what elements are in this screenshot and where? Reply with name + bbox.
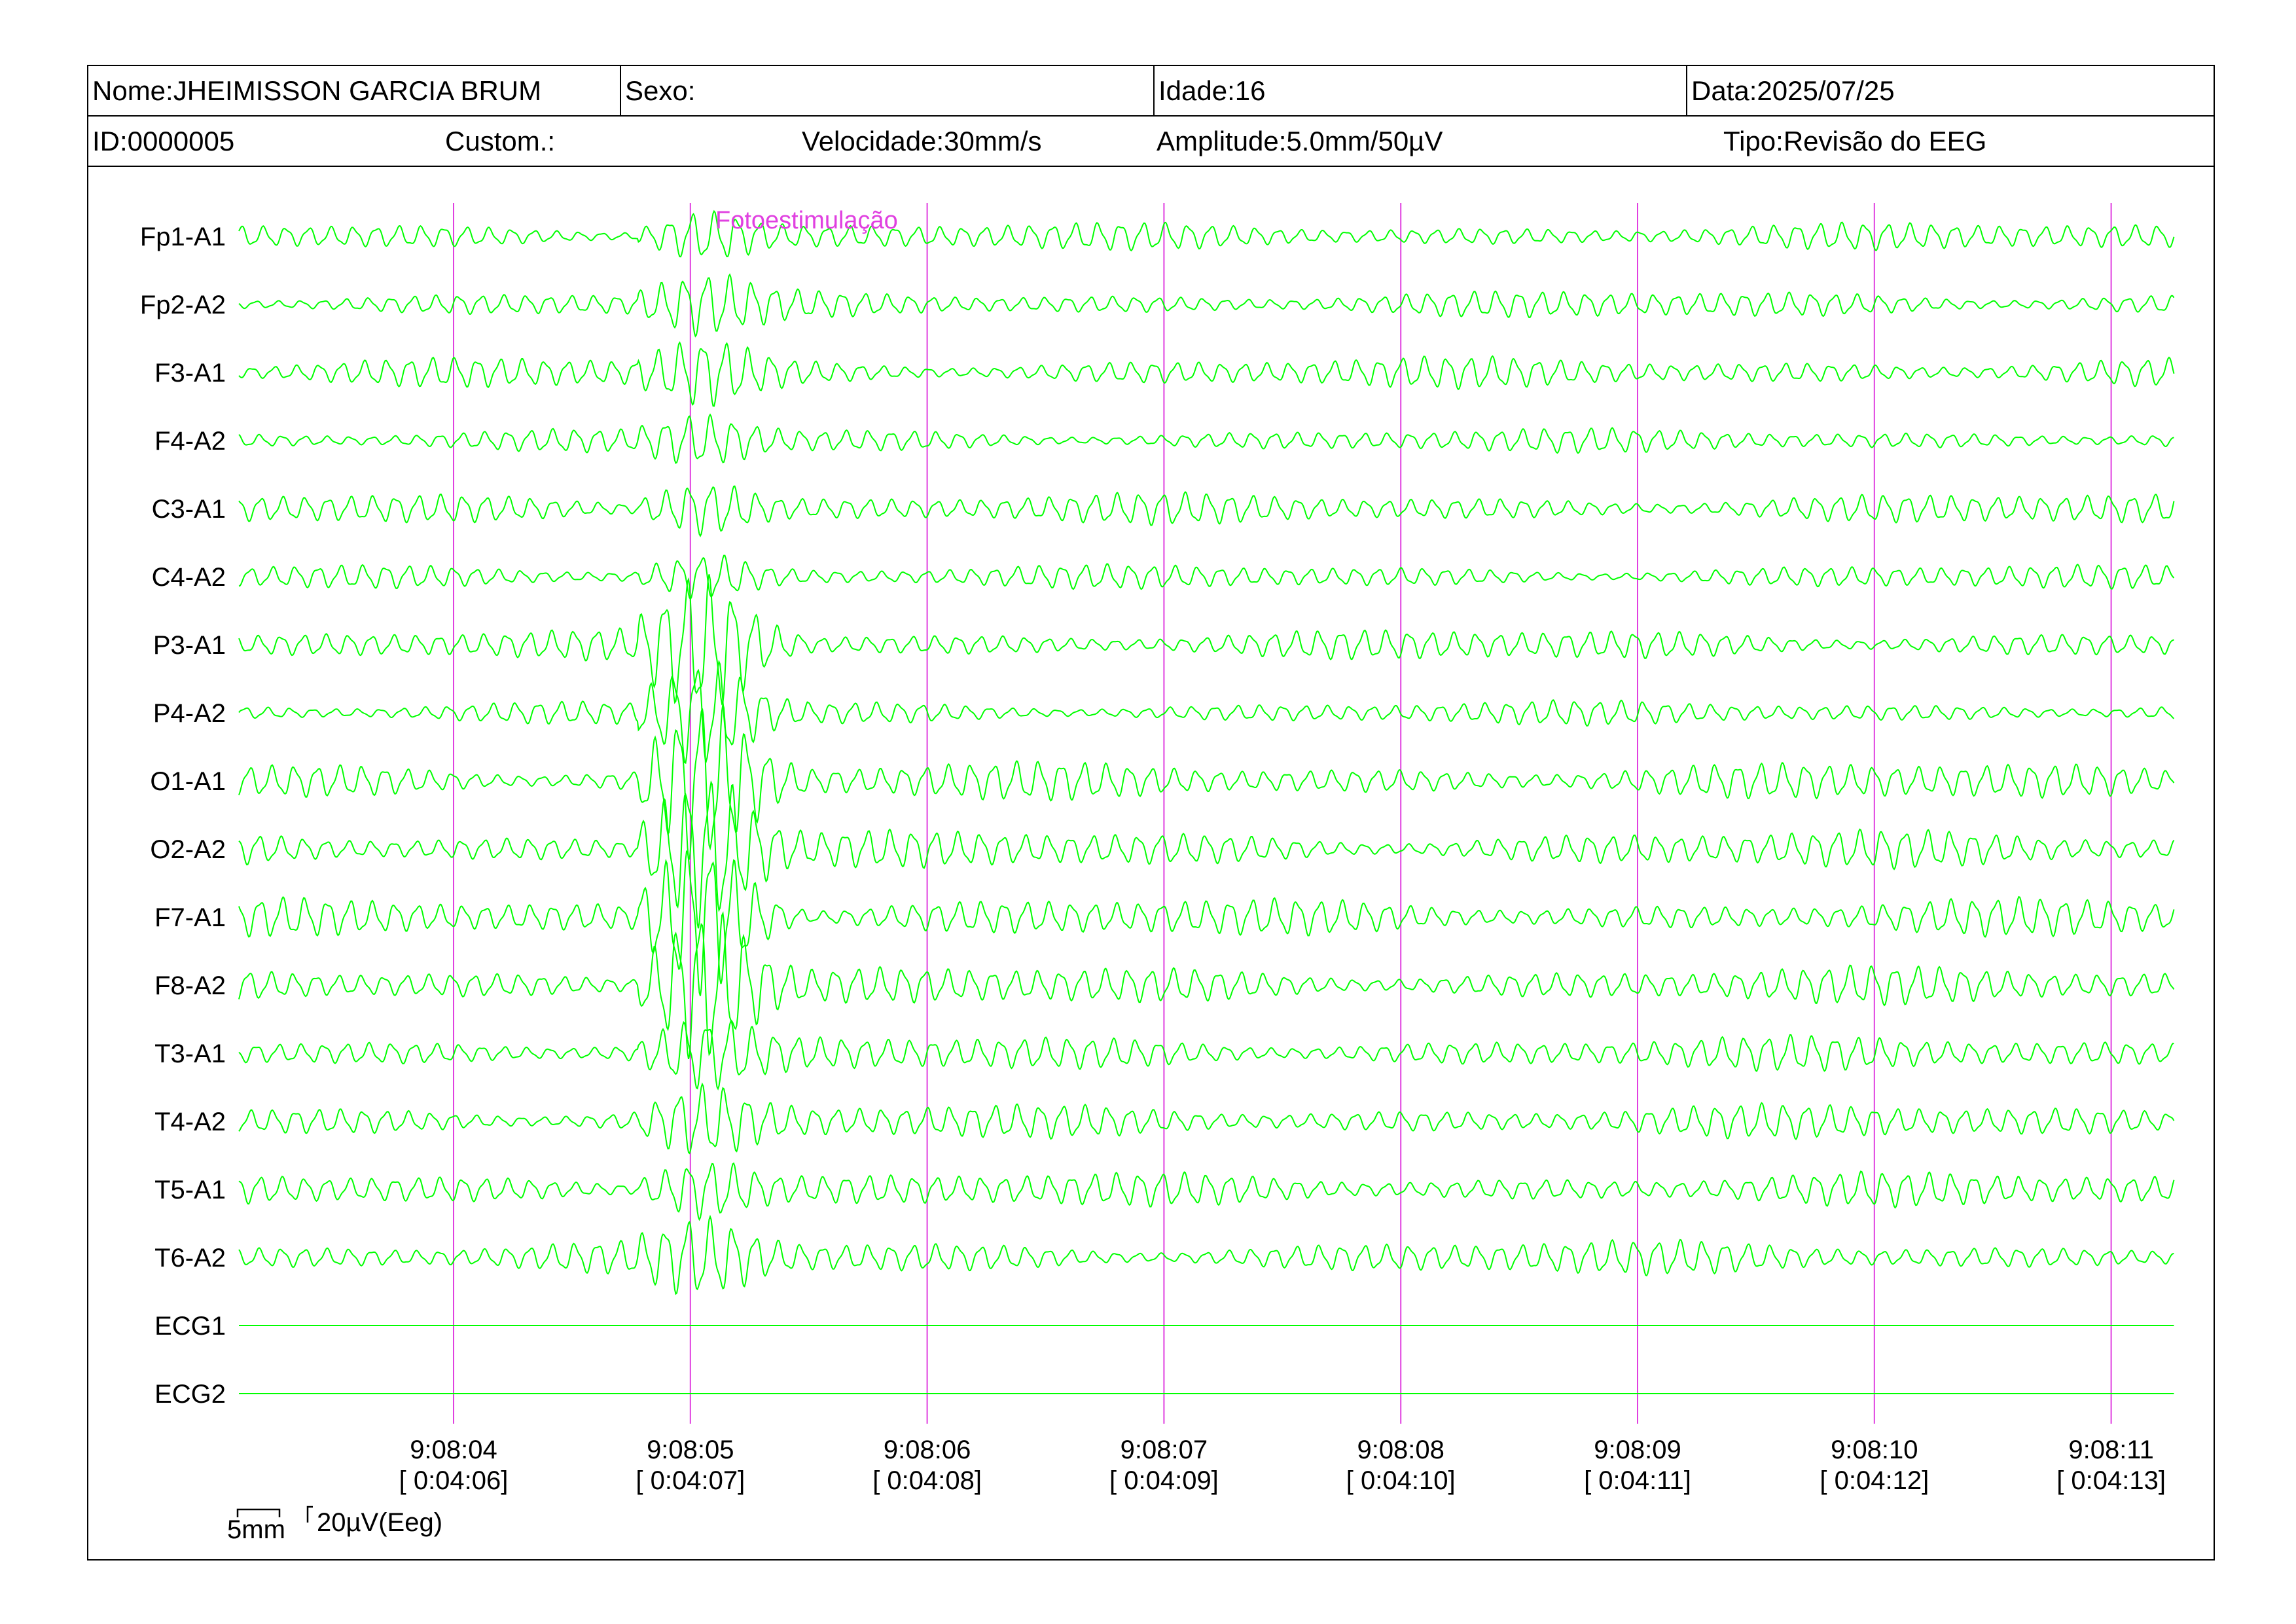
time-tick-clock: 9:08:10: [1831, 1435, 1918, 1464]
time-tick-elapsed: [ 0:04:10]: [1346, 1466, 1456, 1495]
channel-label: P4-A2: [153, 699, 226, 728]
photostim-annotation: Fotoestimulação: [715, 207, 898, 234]
patient-name: Nome:JHEIMISSON GARCIA BRUM: [92, 75, 542, 106]
eeg-traces: [238, 209, 2175, 1394]
eeg-trace-f4-a2: [238, 413, 2174, 464]
custom-field: Custom.:: [445, 126, 556, 156]
eeg-trace-o1-a1: [238, 704, 2175, 860]
eeg-trace-c4-a2: [238, 554, 2175, 600]
channel-label: T5-A1: [154, 1176, 226, 1204]
time-tick-clock: 9:08:05: [647, 1435, 734, 1464]
time-tick-clock: 9:08:08: [1357, 1435, 1444, 1464]
time-axis-labels: 9:08:04[ 0:04:06] 9:08:05[ 0:04:07] 9:08:0…: [399, 1435, 2166, 1495]
exam-date: Data:2025/07/25: [1691, 75, 1895, 106]
eeg-trace-t5-a1: [238, 1162, 2175, 1221]
patient-age: Idade:16: [1158, 75, 1266, 106]
time-tick-elapsed: [ 0:04:12]: [1820, 1466, 1929, 1495]
eeg-trace-t3-a1: [238, 1020, 2174, 1091]
time-tick-clock: 9:08:07: [1121, 1435, 1208, 1464]
time-tick-clock: 9:08:11: [2068, 1435, 2154, 1464]
time-tick-elapsed: [ 0:04:06]: [399, 1466, 509, 1495]
channel-label: C4-A2: [152, 563, 226, 592]
eeg-trace-f7-a1: [238, 850, 2175, 996]
eeg-trace-fp2-a2: [238, 273, 2175, 338]
channel-label: Fp1-A1: [140, 223, 226, 251]
channel-label: C3-A1: [152, 495, 226, 524]
patient-id: ID:0000005: [92, 126, 235, 156]
exam-header-row: ID:0000005 Custom.: Velocidade:30mm/s Am…: [88, 117, 2214, 167]
channel-label: T3-A1: [154, 1039, 226, 1068]
divider: [1686, 66, 1687, 115]
review-type: Tipo:Revisão do EEG: [1723, 126, 1987, 156]
eeg-trace-p3-a1: [238, 574, 2174, 706]
time-tick-elapsed: [ 0:04:08]: [872, 1466, 982, 1495]
time-tick-elapsed: [ 0:04:11]: [1584, 1466, 1691, 1495]
time-tick-elapsed: [ 0:04:13]: [2056, 1466, 2166, 1495]
divider: [620, 66, 621, 115]
voltage-scale-bracket: [306, 1506, 313, 1523]
channel-label: F3-A1: [154, 359, 226, 388]
channel-label: P3-A1: [153, 631, 226, 660]
channel-label: T6-A2: [154, 1244, 226, 1272]
divider: [1153, 66, 1155, 115]
time-markers: [453, 203, 2112, 1424]
time-scale-bracket: [236, 1508, 281, 1517]
channel-label: O2-A2: [150, 835, 226, 864]
eeg-trace-fp1-a1: [238, 209, 2175, 258]
report-frame: Nome:JHEIMISSON GARCIA BRUM Sexo: Idade:…: [87, 65, 2215, 1561]
time-tick-elapsed: [ 0:04:07]: [636, 1466, 745, 1495]
channel-label: F7-A1: [154, 903, 226, 932]
voltage-scale-label: 20µV(Eeg): [317, 1508, 442, 1537]
channel-label: ECG1: [154, 1312, 226, 1341]
eeg-trace-t6-a2: [238, 1214, 2174, 1295]
time-tick-elapsed: [ 0:04:09]: [1109, 1466, 1219, 1495]
amplitude-setting: Amplitude:5.0mm/50µV: [1157, 126, 1443, 156]
eeg-trace-f3-a1: [238, 341, 2175, 407]
channel-label: F4-A2: [154, 427, 226, 456]
eeg-trace-p4-a2: [238, 659, 2175, 765]
channel-label: O1-A1: [150, 767, 226, 796]
eeg-trace-c3-a1: [238, 485, 2175, 537]
time-tick-clock: 9:08:06: [884, 1435, 971, 1464]
time-scale-label: 5mm: [227, 1515, 285, 1544]
patient-sex: Sexo:: [625, 75, 696, 106]
channel-label: ECG2: [154, 1380, 226, 1409]
time-tick-clock: 9:08:04: [410, 1435, 497, 1464]
speed-setting: Velocidade:30mm/s: [802, 126, 1042, 156]
eeg-trace-o2-a2: [238, 780, 2175, 929]
eeg-trace-t4-a2: [238, 1082, 2175, 1155]
eeg-trace-f8-a2: [238, 911, 2175, 1060]
channel-labels: Fp1-A1 Fp2-A2 F3-A1 F4-A2 C3-A1 C4-A2 P3-A1 P4-…: [140, 223, 226, 1409]
patient-header-row: Nome:JHEIMISSON GARCIA BRUM Sexo: Idade:…: [88, 66, 2214, 117]
channel-label: T4-A2: [154, 1108, 226, 1136]
time-tick-clock: 9:08:09: [1594, 1435, 1681, 1464]
scale-bar: 5mm 20µV(Eeg): [227, 1506, 442, 1544]
channel-label: Fp2-A2: [140, 291, 226, 319]
channel-label: F8-A2: [154, 971, 226, 1000]
